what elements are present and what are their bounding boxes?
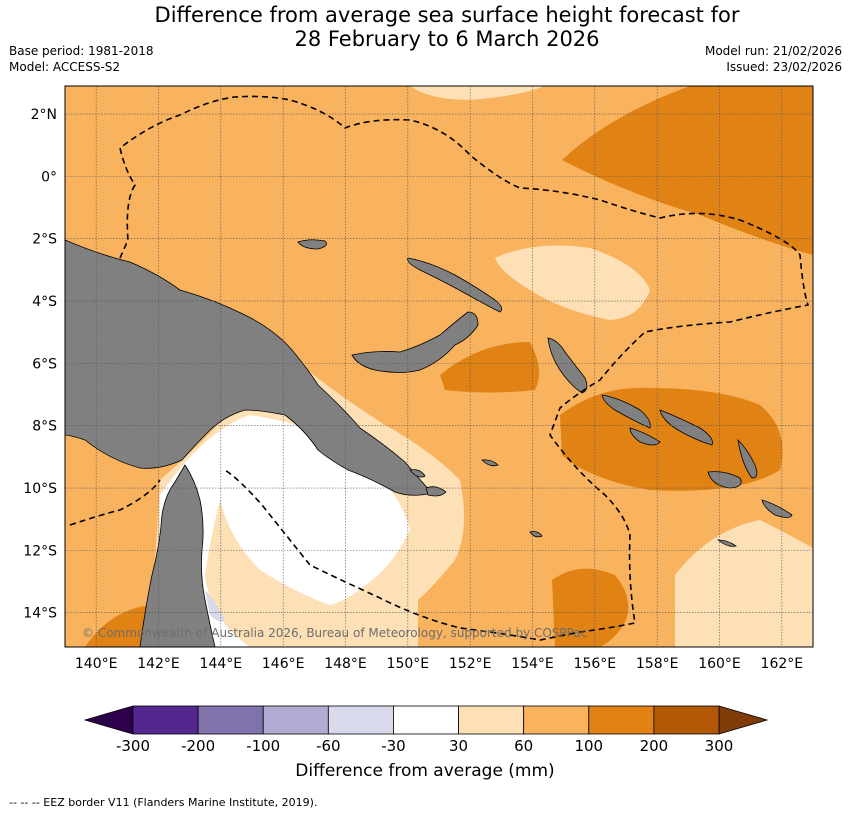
lon-label: 154°E — [511, 656, 554, 672]
colorbar-tick-label: 300 — [705, 737, 734, 755]
graticule — [65, 86, 813, 647]
colorbar-segment — [458, 705, 525, 735]
anomaly-band-100-200-solomon — [560, 387, 783, 491]
lon-label: 140°E — [75, 656, 118, 672]
land-new-britain — [351, 311, 479, 373]
land-islet-east — [761, 499, 793, 518]
model-name: Model: ACCESS-S2 — [9, 60, 121, 74]
land-bougainville — [547, 337, 588, 394]
lon-label: 160°E — [698, 656, 741, 672]
map-area — [65, 86, 813, 647]
colorbar-segment — [262, 705, 329, 735]
colorbar-tick-label: -200 — [181, 737, 215, 755]
colorbar-segment — [197, 705, 264, 735]
colorbar-segment — [653, 705, 720, 735]
lat-label: 4°S — [32, 294, 57, 310]
footer-note: -- -- -- EEZ border V11 (Flanders Marine… — [9, 796, 318, 809]
colorbar-tick-label: -30 — [381, 737, 406, 755]
land-rossel — [529, 531, 543, 538]
chart-title: Difference from average sea surface heig… — [0, 3, 850, 51]
land-manus — [297, 239, 327, 250]
lat-label: 6°S — [32, 356, 57, 372]
colorbar-tick-label: -300 — [116, 737, 150, 755]
latitude-labels: 2°N 0° 2°S 4°S 6°S 8°S 10°S 12°S 14°S — [23, 107, 57, 622]
land-new-guinea — [65, 239, 433, 496]
land-new-ireland — [407, 257, 503, 313]
model-run: Model run: 21/02/2026 — [704, 44, 842, 58]
colorbar-segment — [132, 705, 199, 735]
lat-label: 14°S — [23, 606, 57, 622]
colorbar-tick-label: 60 — [514, 737, 533, 755]
land-guadalcanal — [629, 427, 661, 446]
land-cape-york — [139, 464, 216, 647]
lat-label: 10°S — [23, 481, 57, 497]
colorbar-tick-label: -60 — [316, 737, 341, 755]
map-frame — [64, 85, 814, 648]
anomaly-band-100-200-northeast — [562, 86, 813, 255]
anomaly-band-negative — [205, 590, 225, 622]
meta-left: Base period: 1981-2018 Model: ACCESS-S2 — [9, 43, 154, 75]
lat-label: 0° — [41, 169, 57, 185]
land-dentrecasteaux — [409, 469, 426, 478]
lat-label: 8°S — [32, 419, 57, 435]
land-malaita — [737, 438, 758, 479]
anomaly-band-neutral — [160, 415, 410, 647]
lon-label: 142°E — [137, 656, 180, 672]
anomaly-band-100-200-southwest — [85, 605, 150, 647]
anomaly-band-100-200-newbritain — [440, 342, 539, 393]
lon-label: 146°E — [262, 656, 305, 672]
land-choiseul — [601, 394, 651, 429]
lat-label: 12°S — [23, 543, 57, 559]
land-makira — [707, 471, 742, 489]
colorbar-extend-high — [718, 705, 769, 735]
base-period: Base period: 1981-2018 — [9, 44, 154, 58]
anomaly-band-30-60-southeast — [675, 520, 813, 647]
land-trobriand — [481, 459, 499, 467]
title-line1: Difference from average sea surface heig… — [154, 3, 740, 27]
longitude-labels: 140°E 142°E 144°E 146°E 148°E 150°E 152°E 154°E… — [75, 656, 803, 672]
lon-label: 148°E — [324, 656, 367, 672]
colorbar-segment — [523, 705, 590, 735]
land-rennell — [716, 539, 737, 547]
colorbar-tick-label: 200 — [640, 737, 669, 755]
title-line2: 28 February to 6 March 2026 — [294, 27, 600, 51]
eez-border — [69, 95, 810, 641]
lat-label: 2°S — [32, 232, 57, 248]
anomaly-band-30-60-bismarck — [495, 245, 650, 320]
lon-label: 162°E — [761, 656, 804, 672]
lat-label: 2°N — [31, 107, 57, 123]
colorbar-tick-label: 30 — [449, 737, 468, 755]
colorbar-segment — [327, 705, 394, 735]
anomaly-band-30-60-north — [410, 86, 545, 100]
colorbar: -300 -200 -100 -60 -30 30 60 100 200 300 — [83, 705, 769, 755]
colorbar-tick-label: -100 — [246, 737, 280, 755]
lon-label: 150°E — [387, 656, 430, 672]
colorbar-label: Difference from average (mm) — [295, 761, 555, 781]
colorbar-tick-label: 100 — [574, 737, 603, 755]
colorbar-segment — [588, 705, 655, 735]
meta-right: Model run: 21/02/2026 Issued: 23/02/2026 — [705, 43, 842, 75]
lon-label: 158°E — [636, 656, 679, 672]
copyright-text: © Commonwealth of Australia 2026, Bureau… — [82, 626, 587, 640]
lon-label: 144°E — [200, 656, 243, 672]
land-fergusson — [425, 486, 447, 497]
lon-label: 152°E — [449, 656, 492, 672]
colorbar-segment — [393, 705, 459, 735]
land-santa-isabel — [659, 409, 713, 446]
lon-label: 156°E — [574, 656, 617, 672]
colorbar-extend-low — [83, 705, 134, 735]
issued-date: Issued: 23/02/2026 — [726, 60, 842, 74]
